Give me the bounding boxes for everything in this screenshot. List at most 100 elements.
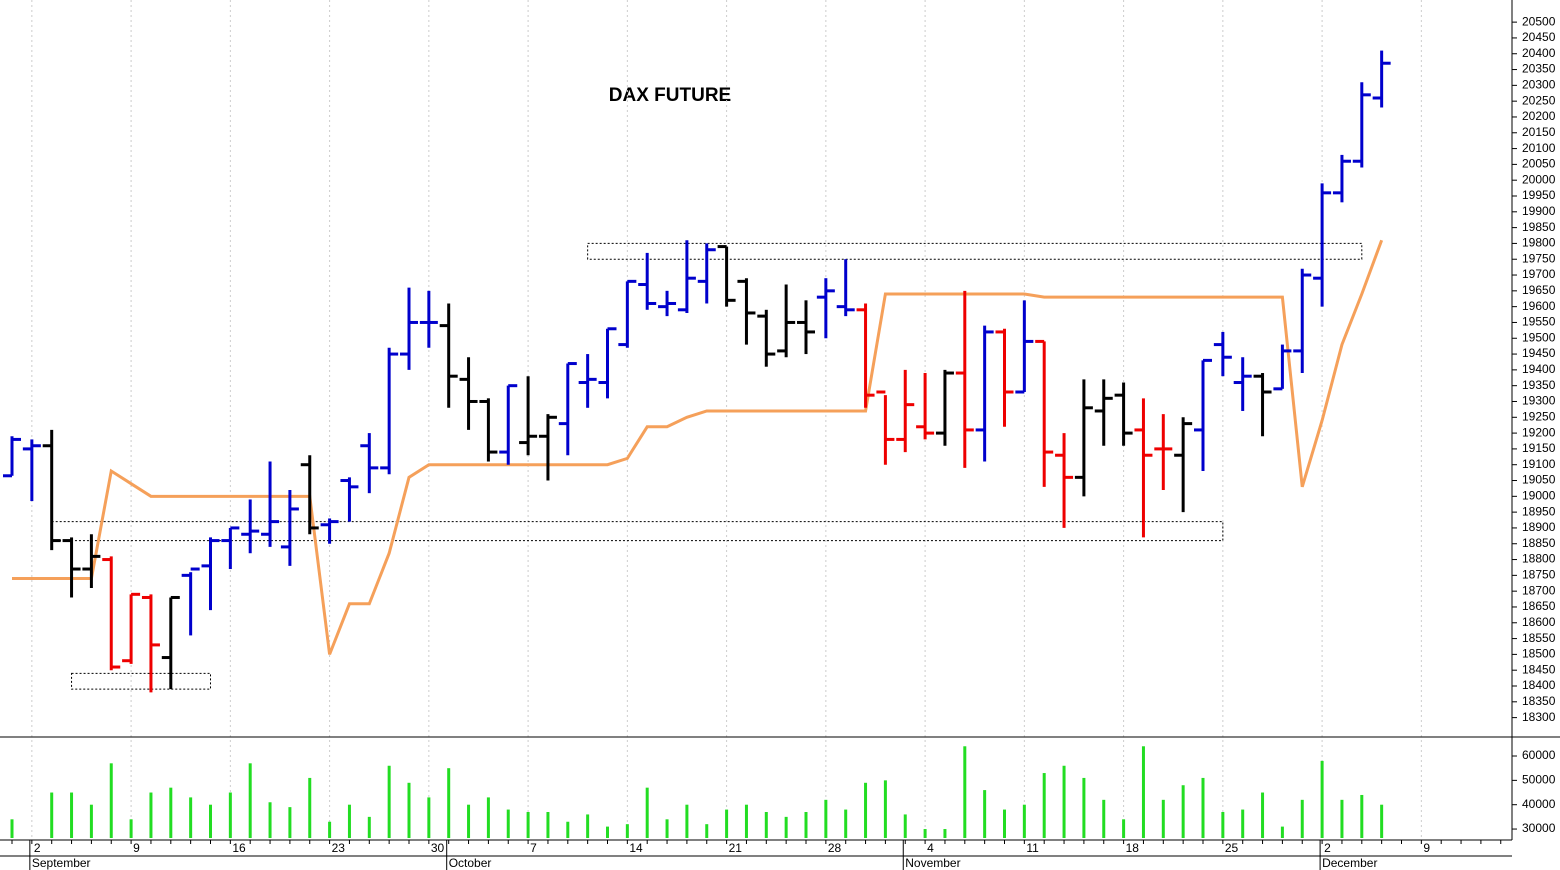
- x-tick-label: 7: [530, 841, 537, 855]
- month-label: September: [32, 856, 91, 870]
- month-label: October: [449, 856, 492, 870]
- zone: [587, 242, 1363, 260]
- volume-bar: [1141, 746, 1145, 838]
- volume-bar: [764, 812, 768, 838]
- volume-bar: [685, 804, 689, 838]
- x-tick-label: 11: [1026, 841, 1039, 855]
- y-tick-label: 18450: [1522, 662, 1556, 676]
- volume-bar: [1320, 760, 1324, 838]
- x-tick-label: 9: [1423, 841, 1430, 855]
- volume-bar: [10, 819, 14, 838]
- volume-bar: [169, 787, 173, 838]
- y-tick-label: 20000: [1522, 172, 1556, 186]
- volume-bar: [288, 807, 292, 838]
- volume-bar: [546, 812, 550, 838]
- volume-bar: [328, 821, 332, 838]
- chart-title: DAX FUTURE: [609, 85, 731, 106]
- y-tick-label: 20050: [1522, 157, 1556, 171]
- volume-bar: [427, 797, 431, 838]
- volume-bar: [1360, 794, 1364, 838]
- volume-bar: [1201, 777, 1205, 838]
- x-tick-label: 14: [629, 841, 643, 855]
- volume-bar: [625, 824, 629, 838]
- volume-bar: [447, 768, 451, 838]
- x-tick-label: 28: [828, 841, 842, 855]
- volume-bar: [844, 809, 848, 838]
- y-tick-label: 20450: [1522, 30, 1556, 44]
- volume-bar: [1062, 765, 1066, 838]
- y-tick-label: 18550: [1522, 631, 1556, 645]
- y-tick-label: 18900: [1522, 520, 1556, 534]
- y-tick-label: 18650: [1522, 599, 1556, 613]
- volume-bar: [665, 819, 669, 838]
- volume-bar: [1340, 799, 1344, 838]
- volume-bar: [1042, 773, 1046, 838]
- y-tick-label: 19550: [1522, 315, 1556, 329]
- volume-bar: [725, 809, 729, 838]
- volume-bar: [943, 829, 947, 838]
- volume-bar: [347, 804, 351, 838]
- x-tick-label: 25: [1225, 841, 1239, 855]
- x-tick-label: 23: [332, 841, 346, 855]
- volume-bar: [506, 809, 510, 838]
- y-tick-label: 19850: [1522, 220, 1556, 234]
- volume-bar: [1181, 785, 1185, 838]
- y-tick-label: 18800: [1522, 552, 1556, 566]
- x-tick-label: 2: [1324, 841, 1331, 855]
- y-tick-label: 19450: [1522, 346, 1556, 360]
- volume-bar: [566, 821, 570, 838]
- volume-bar: [367, 816, 371, 838]
- y-tick-label: 18600: [1522, 615, 1556, 629]
- volume-bar: [1122, 819, 1126, 838]
- volume-bar: [209, 804, 212, 838]
- volume-bar: [1161, 799, 1165, 838]
- y-tick-label: 20150: [1522, 125, 1556, 139]
- y-tick-label: 19350: [1522, 378, 1556, 392]
- volume-bar: [983, 790, 987, 838]
- y-tick-label: 19250: [1522, 409, 1556, 423]
- x-tick-label: 18: [1126, 841, 1140, 855]
- x-tick-label: 2: [34, 841, 41, 855]
- y-tick-label: 19150: [1522, 441, 1556, 455]
- y-tick-label: 20400: [1522, 46, 1556, 60]
- volume-bar: [387, 765, 391, 838]
- volume-bar: [1261, 792, 1265, 838]
- volume-y-tick-label: 50000: [1522, 773, 1556, 787]
- y-tick-label: 19600: [1522, 299, 1556, 313]
- y-tick-label: 20200: [1522, 109, 1556, 123]
- volume-bar: [486, 797, 490, 838]
- volume-bar: [705, 824, 709, 838]
- month-label: December: [1322, 856, 1377, 870]
- y-tick-label: 18400: [1522, 678, 1556, 692]
- y-tick-label: 19000: [1522, 488, 1556, 502]
- y-tick-label: 18350: [1522, 694, 1556, 708]
- y-tick-label: 20250: [1522, 93, 1556, 107]
- x-tick-label: 21: [729, 841, 743, 855]
- y-tick-label: 18850: [1522, 536, 1556, 550]
- volume-bar: [1022, 804, 1026, 838]
- volume-bar: [50, 792, 54, 838]
- volume-bar: [1280, 826, 1284, 838]
- x-tick-label: 16: [232, 841, 246, 855]
- volume-bar: [89, 804, 93, 838]
- volume-bar: [1082, 777, 1086, 838]
- y-tick-label: 19400: [1522, 362, 1556, 376]
- volume-bar: [308, 777, 312, 838]
- x-tick-label: 30: [431, 841, 445, 855]
- volume-bar: [586, 814, 590, 838]
- volume-bar: [1102, 799, 1106, 838]
- volume-bar: [228, 792, 232, 838]
- trend-line: [12, 239, 1384, 655]
- volume-y-tick-label: 60000: [1522, 748, 1556, 762]
- y-tick-label: 18500: [1522, 647, 1556, 661]
- volume-bar: [109, 763, 113, 838]
- volume-bar: [248, 763, 252, 838]
- x-tick-label: 4: [927, 841, 934, 855]
- volume-bar: [1221, 812, 1225, 838]
- y-tick-label: 19900: [1522, 204, 1556, 218]
- y-tick-label: 19650: [1522, 283, 1556, 297]
- y-tick-label: 18750: [1522, 568, 1556, 582]
- month-label: November: [905, 856, 960, 870]
